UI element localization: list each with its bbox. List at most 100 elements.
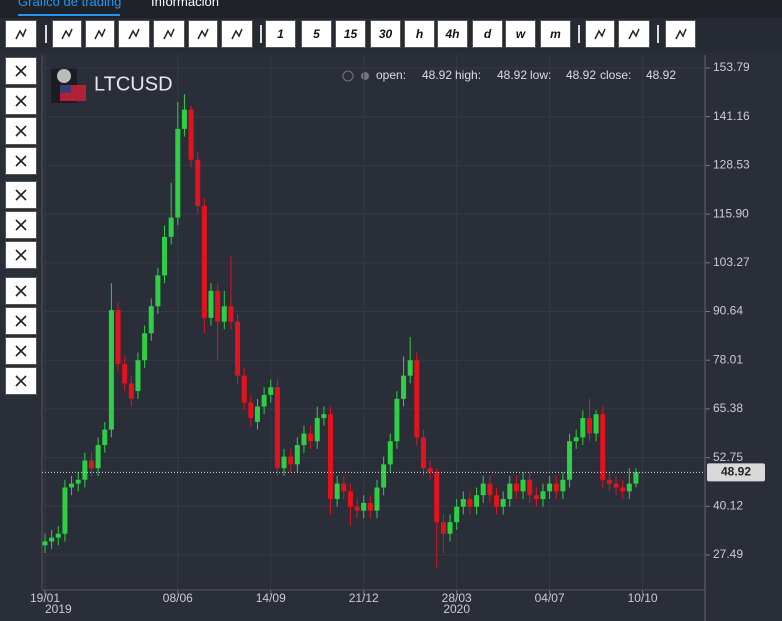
candle-body: [520, 479, 526, 492]
tool-icon: [15, 285, 27, 297]
tool-icon: [15, 189, 27, 201]
candle-body: [254, 406, 260, 422]
tab[interactable]: Información: [151, 0, 219, 9]
candle-body: [195, 159, 201, 206]
ohlc-value: 48.92: [566, 68, 596, 82]
candle-body: [553, 483, 559, 492]
candle-body: [367, 502, 373, 511]
candle-body: [135, 360, 141, 392]
tool-button[interactable]: [618, 20, 650, 48]
tab-underline: [18, 14, 120, 16]
flag-canton: [60, 85, 71, 93]
interval-button[interactable]: w: [505, 20, 536, 48]
tool-button[interactable]: [5, 20, 37, 48]
candle-body: [75, 479, 81, 484]
candle-body: [215, 290, 221, 322]
tool-icon: [15, 28, 27, 40]
drawing-tool-button[interactable]: [5, 307, 37, 335]
drawing-tool-button[interactable]: [5, 241, 37, 269]
candle-body: [440, 522, 446, 534]
drawing-tool-button[interactable]: [5, 87, 37, 115]
interval-button[interactable]: 30: [370, 20, 401, 48]
y-tick-label: 40.12: [713, 498, 743, 512]
interval-button[interactable]: 15: [335, 20, 366, 48]
candle-body: [354, 506, 360, 511]
drawing-tool-button[interactable]: [5, 147, 37, 175]
candle-body: [95, 445, 101, 469]
candle-body: [82, 460, 88, 480]
tool-button[interactable]: [52, 20, 82, 48]
drawing-tool-button[interactable]: [5, 117, 37, 145]
tool-icon: [61, 28, 73, 40]
candle-body: [155, 275, 161, 307]
tool-button[interactable]: [665, 20, 696, 48]
candle-body: [201, 205, 207, 318]
candle-body: [487, 483, 493, 496]
interval-button[interactable]: 5: [301, 20, 332, 48]
candle-body: [394, 398, 400, 442]
tool-icon: [163, 28, 175, 40]
candle-body: [586, 418, 592, 434]
candle-body: [268, 387, 274, 395]
candle-body: [314, 418, 320, 442]
candle-body: [420, 437, 426, 469]
drawing-tool-button[interactable]: [5, 367, 37, 395]
candle-body: [62, 487, 68, 534]
separator: [657, 25, 659, 43]
tool-icon: [128, 28, 140, 40]
tool-button[interactable]: [585, 20, 615, 48]
ohlc-label: close:: [600, 68, 631, 82]
tool-button[interactable]: [118, 20, 150, 48]
candle-body: [308, 433, 314, 442]
tool-icon: [15, 125, 27, 137]
tool-button[interactable]: [153, 20, 185, 48]
tool-icon: [94, 28, 106, 40]
candle-body: [301, 433, 307, 446]
candle-body: [381, 464, 387, 488]
y-tick-label: 78.01: [713, 352, 743, 366]
candle-body: [447, 522, 453, 534]
candle-body: [321, 414, 327, 419]
interval-button[interactable]: d: [472, 20, 503, 48]
candle-body: [593, 414, 599, 434]
ohlc-value: 48.92: [422, 68, 452, 82]
candle-body: [620, 487, 626, 492]
interval-button[interactable]: 1: [265, 20, 296, 48]
x-tick-label: 08/06: [163, 591, 193, 605]
drawing-tool-button[interactable]: [5, 337, 37, 365]
drawing-tool-button[interactable]: [5, 277, 37, 305]
tool-icon: [15, 375, 27, 387]
drawing-tool-button[interactable]: [5, 211, 37, 239]
ohlc-value: 48.92: [497, 68, 527, 82]
tool-icon: [628, 28, 640, 40]
candle-body: [115, 310, 121, 365]
y-tick-label: 27.49: [713, 547, 743, 561]
tool-button[interactable]: [85, 20, 115, 48]
tab-bar: [0, 0, 782, 18]
drawing-tool-button[interactable]: [5, 57, 37, 85]
tool-button[interactable]: [188, 20, 218, 48]
candle-body: [387, 441, 393, 465]
tool-icon: [231, 28, 243, 40]
candle-body: [241, 375, 247, 403]
candle-body: [567, 441, 573, 480]
candle-body: [148, 306, 154, 334]
drawing-tool-button[interactable]: [5, 181, 37, 209]
candle-body: [540, 491, 546, 500]
x-tick-label: 21/12: [349, 591, 379, 605]
y-tick-label: 90.64: [713, 304, 743, 318]
x-tick-label: 19/01: [30, 591, 60, 605]
tool-button[interactable]: [221, 20, 253, 48]
candle-body: [507, 483, 513, 500]
y-tick-label: 128.53: [713, 158, 750, 172]
interval-button[interactable]: h: [404, 20, 435, 48]
x-year-label: 2019: [45, 602, 72, 616]
tab[interactable]: Gráfico de trading: [18, 0, 122, 9]
candle-body: [281, 456, 287, 469]
candle-body: [341, 483, 347, 492]
candle-body: [414, 360, 420, 438]
y-tick-label: 103.27: [713, 255, 750, 269]
interval-button[interactable]: 4h: [437, 20, 468, 48]
interval-button[interactable]: m: [540, 20, 571, 48]
